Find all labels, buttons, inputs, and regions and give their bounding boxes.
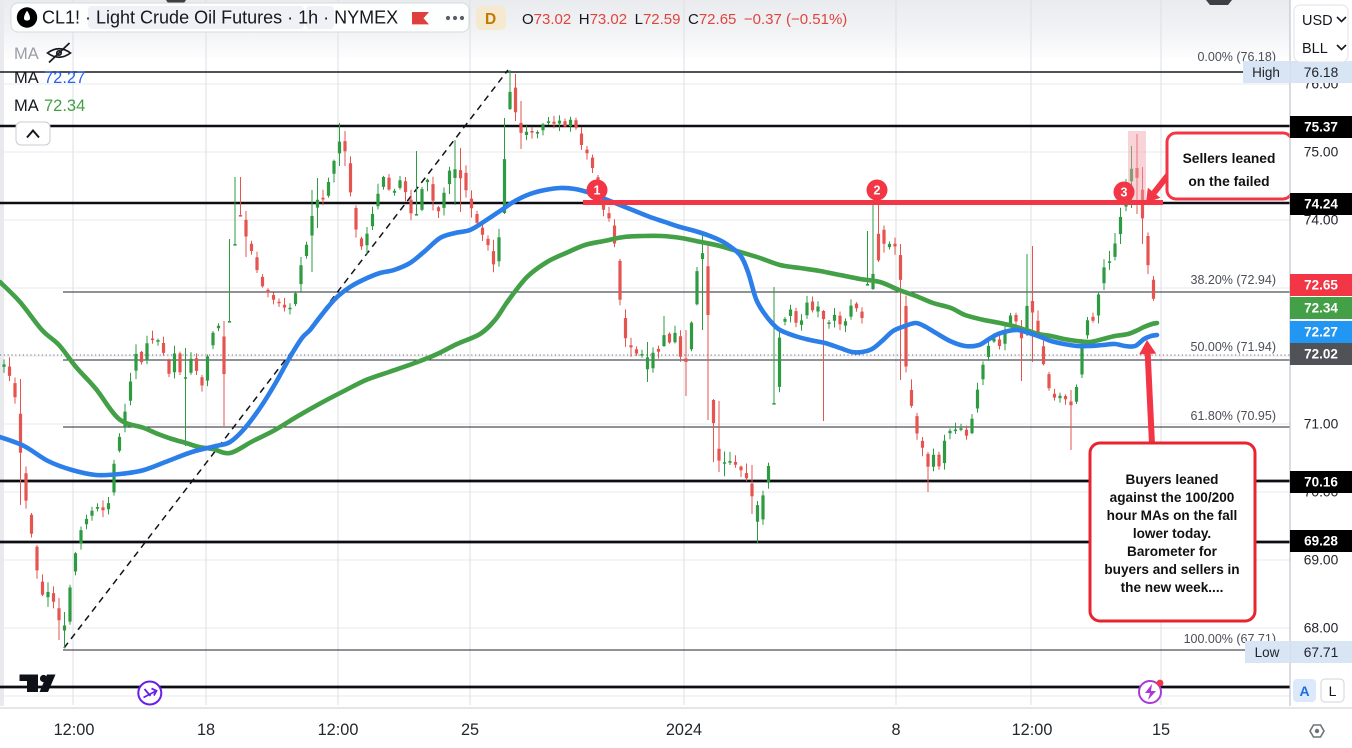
svg-text:MA: MA [14,69,39,87]
svg-text:72.65: 72.65 [1304,278,1338,293]
svg-text:Low: Low [1255,645,1280,660]
svg-text:38.20% (72.94): 38.20% (72.94) [1191,273,1276,287]
svg-text:Buyers leaned: Buyers leaned [1126,472,1219,487]
svg-text:BLL: BLL [1302,41,1328,57]
svg-text:against the 100/200: against the 100/200 [1110,490,1235,505]
svg-text:2: 2 [874,183,881,197]
svg-text:Barometer for: Barometer for [1127,544,1218,559]
svg-text:15: 15 [1152,721,1170,739]
svg-text:18: 18 [197,721,215,739]
svg-text:buyers and sellers in: buyers and sellers in [1104,562,1239,577]
svg-text:69.28: 69.28 [1304,534,1338,549]
svg-text:12:00: 12:00 [318,721,359,739]
svg-text:71.00: 71.00 [1304,417,1339,432]
svg-text:2024: 2024 [666,721,702,739]
svg-text:61.80% (70.95): 61.80% (70.95) [1191,409,1276,423]
svg-text:67.71: 67.71 [1304,645,1339,660]
svg-text:3: 3 [1121,185,1128,199]
svg-text:1: 1 [594,183,601,197]
svg-text:on the failed: on the failed [1188,174,1269,189]
svg-text:72.27: 72.27 [44,69,85,87]
svg-text:68.00: 68.00 [1304,621,1339,636]
svg-text:0.00% (76.18): 0.00% (76.18) [1197,50,1276,64]
svg-text:72.02: 72.02 [1304,347,1338,362]
svg-text:USD: USD [1302,13,1333,29]
svg-text:25: 25 [461,721,479,739]
svg-text:Sellers leaned: Sellers leaned [1183,151,1276,166]
svg-text:70.16: 70.16 [1304,475,1338,490]
svg-text:MA: MA [14,97,39,115]
svg-text:74.24: 74.24 [1304,197,1338,212]
svg-text:hour MAs on the fall: hour MAs on the fall [1107,508,1238,523]
svg-text:76.18: 76.18 [1304,65,1339,80]
svg-text:69.00: 69.00 [1304,553,1339,568]
svg-text:74.00: 74.00 [1304,213,1339,228]
svg-text:lower today.: lower today. [1133,526,1211,541]
svg-text:8: 8 [891,721,900,739]
svg-text:72.27: 72.27 [1304,325,1338,340]
svg-text:O73.02 H73.02 L72.59 C72.65 −0: O73.02 H73.02 L72.59 C72.65 −0.37 (−0.51… [522,11,847,28]
svg-text:L: L [1329,683,1337,699]
svg-text:75.00: 75.00 [1304,145,1339,160]
svg-text:72.34: 72.34 [1304,301,1338,316]
svg-text:A: A [1299,683,1309,699]
svg-text:12:00: 12:00 [54,721,95,739]
svg-text:50.00% (71.94): 50.00% (71.94) [1191,340,1276,354]
svg-text:12:00: 12:00 [1012,721,1053,739]
svg-text:D: D [485,11,496,28]
svg-text:75.37: 75.37 [1304,120,1338,135]
svg-text:72.34: 72.34 [44,97,85,115]
svg-text:High: High [1252,65,1280,80]
svg-text:MA: MA [14,45,39,63]
svg-text:CL1! · Light Crude Oil Futures: CL1! · Light Crude Oil Futures · 1h · NY… [42,8,398,28]
svg-text:the new week....: the new week.... [1121,580,1224,595]
